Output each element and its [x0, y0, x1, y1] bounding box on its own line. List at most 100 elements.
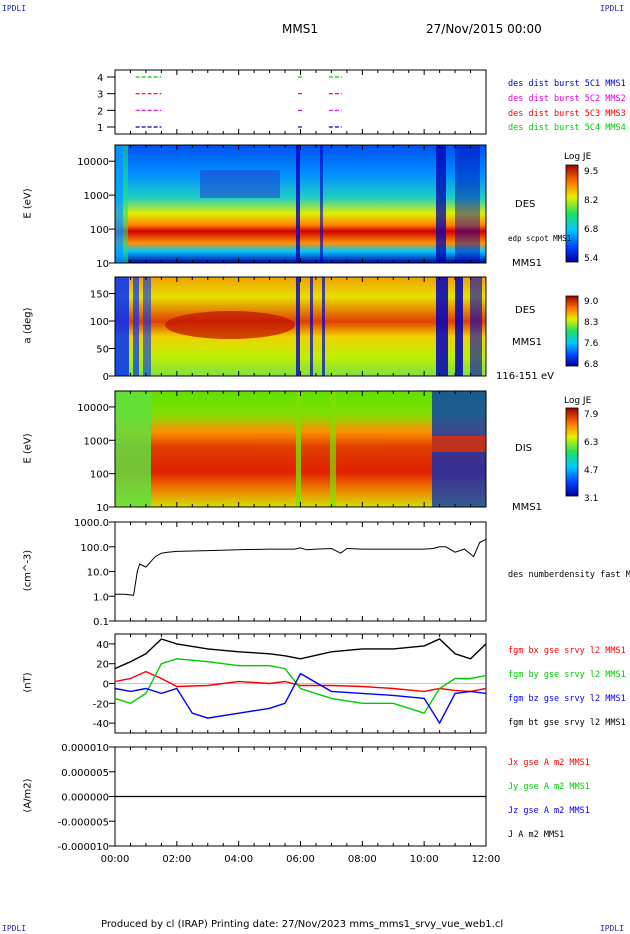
colorbar-tick: 3.1: [584, 494, 599, 504]
panel-label-scpot: edp scpot MMS1: [508, 234, 572, 243]
ytick-label: 10: [96, 503, 109, 514]
panel-label-mms1: MMS1: [512, 502, 542, 513]
colorbar-des-energy: [565, 164, 579, 263]
axis-layer: 4321100001000100101501005001000010001001…: [58, 70, 501, 865]
legend-burst-mms4: des dist burst 5C4 MMS4: [508, 123, 626, 133]
colorbar-tick: 9.5: [584, 167, 599, 177]
density-line: [115, 538, 487, 596]
xtick-label: 08:00: [348, 854, 377, 865]
legend-density: des numberdensity fast M: [508, 570, 630, 580]
colorbar-tick: 8.3: [584, 318, 599, 328]
ytick-label: -20: [93, 699, 109, 710]
ytick-label: 50: [96, 345, 109, 356]
burst-series: [135, 76, 342, 128]
colorbar-dis-energy: [565, 407, 579, 497]
burst-frame: [114, 69, 487, 135]
panel-label-mms1: MMS1: [512, 258, 542, 269]
colorbar-tick: 6.8: [584, 225, 599, 235]
legend-j: J A m2 MMS1: [508, 830, 565, 840]
colorbar-tick: 6.8: [584, 360, 599, 370]
footer-credit: Produced by cl (IRAP) Printing date: 27/…: [101, 919, 504, 930]
panel-label-dis: DIS: [515, 443, 532, 454]
legend-by: fgm by gse srvy l2 MMS1: [508, 670, 626, 680]
legend-burst-mms1: des dist burst 5C1 MMS1: [508, 79, 626, 89]
xtick-label: 12:00: [472, 854, 501, 865]
xtick-label: 02:00: [162, 854, 191, 865]
ytick-label: 0.000010: [61, 743, 109, 754]
des-energy-spectrogram: [115, 145, 486, 263]
ylabel-current: (A/m2): [22, 778, 34, 813]
des-energy-panel: [114, 144, 487, 264]
colorbar-tick: 4.7: [584, 466, 599, 476]
corner-label-tr: IPDLI: [599, 4, 624, 13]
corner-label-br: IPDLI: [599, 924, 624, 933]
panel-label-energy-range: 116-151 eV: [496, 371, 554, 382]
ytick-label: 10000: [77, 157, 109, 168]
bfield-line: [114, 672, 487, 725]
ytick-label: 1000: [84, 191, 109, 202]
ytick-label: 4: [97, 73, 103, 84]
date-title: 27/Nov/2015 00:00: [426, 22, 542, 36]
ytick-label: 100: [90, 470, 109, 481]
legend-jz: Jz gse A m2 MMS1: [508, 806, 590, 816]
bfield-series: [114, 638, 487, 725]
ytick-label: 0.1: [93, 617, 109, 628]
ytick-label: 1.0: [93, 592, 109, 603]
legend-bt: fgm bt gse srvy l2 MMS1: [508, 718, 626, 728]
colorbar-tick: 9.0: [584, 297, 599, 307]
colorbar-title-des: Log JE: [564, 152, 592, 162]
des-pitch-panel: [114, 276, 487, 377]
colorbar-des-pitch: [565, 295, 579, 367]
bfield-line: [114, 670, 487, 693]
xtick-label: 06:00: [286, 854, 315, 865]
colorbar-tick: 7.6: [584, 339, 599, 349]
density-panel: [114, 521, 487, 622]
ytick-label: 0.000000: [61, 793, 109, 804]
panel-label-des: DES: [515, 199, 536, 210]
ytick-label: 40: [96, 640, 109, 651]
ylabel-des-energy: E (eV): [22, 188, 34, 219]
legend-burst-mms2: des dist burst 5C2 MMS2: [508, 94, 626, 104]
ytick-label: -0.000010: [58, 842, 109, 853]
bfield-line: [114, 658, 487, 715]
ytick-label: 100.0: [80, 543, 109, 554]
ytick-label: 10000: [77, 403, 109, 414]
xtick-label: 00:00: [101, 854, 130, 865]
xtick-label: 10:00: [410, 854, 439, 865]
dis-energy-panel: [114, 390, 487, 508]
ytick-label: 150: [90, 290, 109, 301]
current-panel: [114, 746, 487, 847]
corner-label-tl: IPDLI: [2, 4, 27, 13]
ylabel-des-pitch: a (deg): [22, 307, 34, 344]
ytick-label: 1: [97, 123, 103, 134]
ylabel-density: (cm^-3): [22, 549, 34, 592]
ytick-label: -0.000005: [58, 817, 109, 828]
ytick-label: 10: [96, 259, 109, 270]
burst-panel: [114, 69, 487, 135]
bfield-line: [114, 638, 487, 670]
ytick-label: 1000.0: [74, 518, 109, 529]
xtick-label: 04:00: [224, 854, 253, 865]
ytick-label: 0.000005: [61, 768, 109, 779]
ytick-label: 0: [103, 372, 109, 383]
ytick-label: 20: [96, 660, 109, 671]
ytick-label: 2: [97, 106, 103, 117]
mission-title: MMS1: [282, 22, 318, 36]
ytick-label: 100: [90, 317, 109, 328]
legend-bx: fgm bx gse srvy l2 MMS1: [508, 646, 626, 656]
ytick-label: 0: [103, 680, 109, 691]
ytick-label: 100: [90, 225, 109, 236]
legend-jy: Jy gse A m2 MMS1: [508, 782, 590, 792]
colorbar-tick: 5.4: [584, 254, 599, 264]
legend-burst-mms3: des dist burst 5C3 MMS3: [508, 109, 626, 119]
density-series: [115, 538, 487, 596]
ylabel-bfield: (nT): [22, 672, 34, 693]
ylabel-dis-energy: E (eV): [22, 433, 34, 464]
legend-bz: fgm bz gse srvy l2 MMS1: [508, 694, 626, 704]
ytick-label: 10.0: [87, 568, 109, 579]
colorbar-tick: 7.9: [584, 410, 599, 420]
legend-jx: Jx gse A m2 MMS1: [508, 758, 590, 768]
ytick-label: 1000: [84, 436, 109, 447]
ytick-label: -40: [93, 719, 109, 730]
